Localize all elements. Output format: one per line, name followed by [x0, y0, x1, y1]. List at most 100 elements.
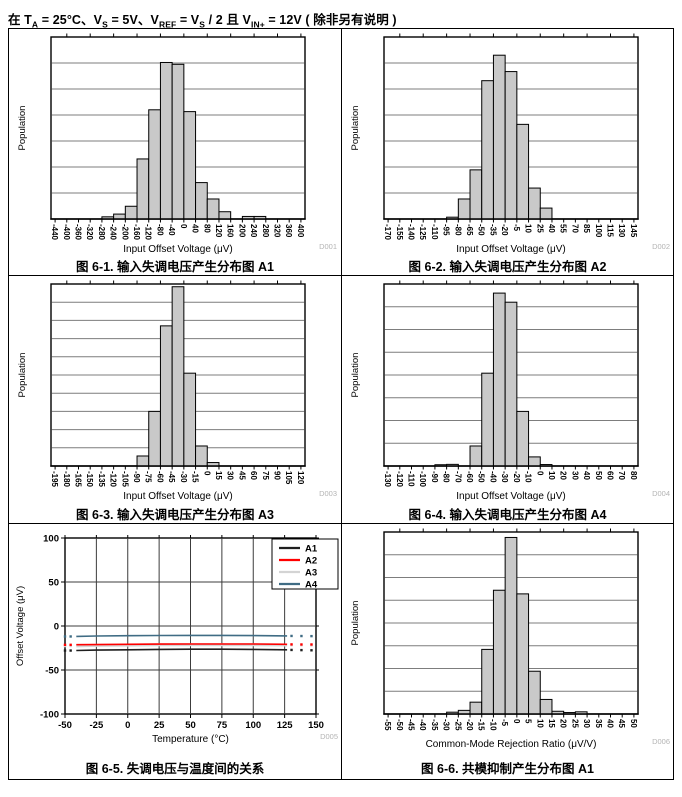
cmrr-distribution-a1-chart: -55 -50 -45 -40 -35 -30 -25 -20 -15 -10 -5 0 5 10 15 20…: [350, 528, 670, 750]
svg-text:-90: -90: [430, 471, 439, 483]
svg-text:10: 10: [524, 224, 533, 233]
svg-text:-35: -35: [430, 719, 439, 731]
vos-distribution-a1-chart: -440 -400 -360 -320 -280 -240 -200 -160 -120 -80-…: [17, 33, 337, 255]
svg-text:Common-Mode Rejection Ratio (μ: Common-Mode Rejection Ratio (μV/V): [426, 739, 597, 750]
svg-text:100: 100: [594, 224, 603, 238]
svg-text:Input Offset Voltage (μV): Input Offset Voltage (μV): [123, 491, 233, 502]
svg-text:25: 25: [570, 719, 579, 728]
svg-text:-15: -15: [477, 719, 486, 731]
conditions-text: 在 TA = 25°C、VS = 5V、VREF = VS / 2 且 VIN+…: [8, 13, 397, 30]
svg-text:-35: -35: [488, 224, 497, 236]
svg-text:-120: -120: [144, 224, 153, 241]
svg-text:0: 0: [125, 720, 130, 731]
svg-text:280: 280: [261, 224, 270, 238]
svg-text:-30: -30: [442, 719, 451, 731]
svg-text:5: 5: [524, 719, 533, 724]
svg-text:150: 150: [308, 720, 324, 731]
svg-text:100: 100: [43, 534, 59, 545]
svg-text:-10: -10: [524, 471, 533, 483]
svg-text:60: 60: [605, 471, 614, 480]
svg-text:0: 0: [535, 471, 544, 476]
svg-text:40: 40: [547, 224, 556, 233]
svg-text:Population: Population: [17, 353, 28, 398]
svg-text:-120: -120: [109, 471, 118, 488]
svg-text:35: 35: [594, 719, 603, 728]
svg-text:Offset Voltage (μV): Offset Voltage (μV): [15, 586, 26, 666]
svg-text:50: 50: [185, 720, 196, 731]
svg-text:-50: -50: [477, 471, 486, 483]
svg-text:160: 160: [226, 224, 235, 238]
svg-text:240: 240: [249, 224, 258, 238]
svg-text:-70: -70: [453, 471, 462, 483]
figure-6-4-caption: 图 6-4. 输入失调电压产生分布图 A4: [408, 507, 607, 522]
svg-text:320: 320: [272, 224, 281, 238]
svg-text:-80: -80: [155, 224, 164, 236]
svg-text:-180: -180: [62, 471, 71, 488]
svg-text:130: 130: [617, 224, 626, 238]
svg-text:60: 60: [249, 471, 258, 480]
svg-text:-5: -5: [500, 719, 509, 727]
svg-text:30: 30: [226, 471, 235, 480]
svg-text:-140: -140: [407, 224, 416, 241]
svg-text:-25: -25: [90, 720, 104, 731]
svg-text:20: 20: [559, 471, 568, 480]
svg-text:-5: -5: [512, 224, 521, 232]
svg-text:-110: -110: [407, 471, 416, 487]
svg-text:-50: -50: [45, 666, 59, 677]
figures-grid: -440 -400 -360 -320 -280 -240 -200 -160 -120 -80-…: [8, 28, 674, 780]
svg-text:-135: -135: [97, 471, 106, 488]
svg-text:Input Offset Voltage (μV): Input Offset Voltage (μV): [123, 244, 233, 255]
vos-distribution-a3-chart: -195 -180 -165 -150 -135 -120 -105 -90 -75 -60 -45…: [17, 280, 337, 502]
svg-text:Temperature (°C): Temperature (°C): [152, 734, 229, 745]
svg-text:-20: -20: [465, 719, 474, 731]
svg-text:D003: D003: [319, 489, 337, 498]
figure-cell-6-6: -55 -50 -45 -40 -35 -30 -25 -20 -15 -10 -5 0 5 10 15 20…: [341, 523, 673, 779]
svg-text:40: 40: [582, 471, 591, 480]
svg-text:-50: -50: [477, 224, 486, 236]
svg-text:D005: D005: [320, 732, 338, 741]
svg-text:Input Offset Voltage (μV): Input Offset Voltage (μV): [456, 491, 566, 502]
svg-text:40: 40: [191, 224, 200, 233]
svg-text:15: 15: [214, 471, 223, 480]
figure-cell-6-2: -170 -155 -140 -125 -110 -95 -80 -65 -50 -35 -20 -5…: [341, 29, 673, 275]
svg-text:-95: -95: [442, 224, 451, 236]
svg-text:10: 10: [547, 471, 556, 480]
svg-text:120: 120: [296, 471, 305, 485]
svg-text:50: 50: [629, 719, 638, 728]
svg-text:Population: Population: [350, 353, 361, 398]
svg-text:-30: -30: [179, 471, 188, 483]
svg-text:D006: D006: [652, 737, 670, 746]
svg-text:75: 75: [217, 720, 228, 731]
svg-text:A4: A4: [305, 580, 318, 591]
svg-text:-120: -120: [395, 471, 404, 488]
svg-text:D004: D004: [652, 489, 670, 498]
svg-text:D002: D002: [652, 242, 670, 251]
svg-text:55: 55: [559, 224, 568, 233]
svg-text:-130: -130: [383, 471, 392, 488]
svg-text:Input Offset Voltage (μV): Input Offset Voltage (μV): [456, 244, 566, 255]
svg-text:-45: -45: [407, 719, 416, 731]
svg-text:-10: -10: [488, 719, 497, 731]
svg-text:-80: -80: [442, 471, 451, 483]
vos-vs-temperature-chart: -50 -25 0 25 50 75 100 125 150100500-50-100A1A2A…: [15, 534, 339, 745]
svg-text:-40: -40: [167, 224, 176, 236]
svg-text:A3: A3: [305, 568, 317, 579]
svg-text:-55: -55: [383, 719, 392, 731]
svg-text:10: 10: [535, 719, 544, 728]
svg-text:-50: -50: [58, 720, 72, 731]
svg-text:70: 70: [617, 471, 626, 480]
svg-text:D001: D001: [319, 242, 337, 251]
svg-text:25: 25: [535, 224, 544, 233]
svg-text:-45: -45: [167, 471, 176, 483]
vos-distribution-a2-chart: -170 -155 -140 -125 -110 -95 -80 -65 -50 -35 -20 -5…: [350, 33, 670, 255]
svg-text:-105: -105: [120, 471, 129, 488]
svg-text:75: 75: [261, 471, 270, 480]
svg-text:80: 80: [202, 224, 211, 233]
svg-text:-30: -30: [500, 471, 509, 483]
svg-text:30: 30: [570, 471, 579, 480]
svg-text:-360: -360: [74, 224, 83, 241]
svg-text:-155: -155: [395, 224, 404, 241]
svg-text:15: 15: [547, 719, 556, 728]
svg-text:-320: -320: [85, 224, 94, 241]
svg-text:-20: -20: [512, 471, 521, 483]
